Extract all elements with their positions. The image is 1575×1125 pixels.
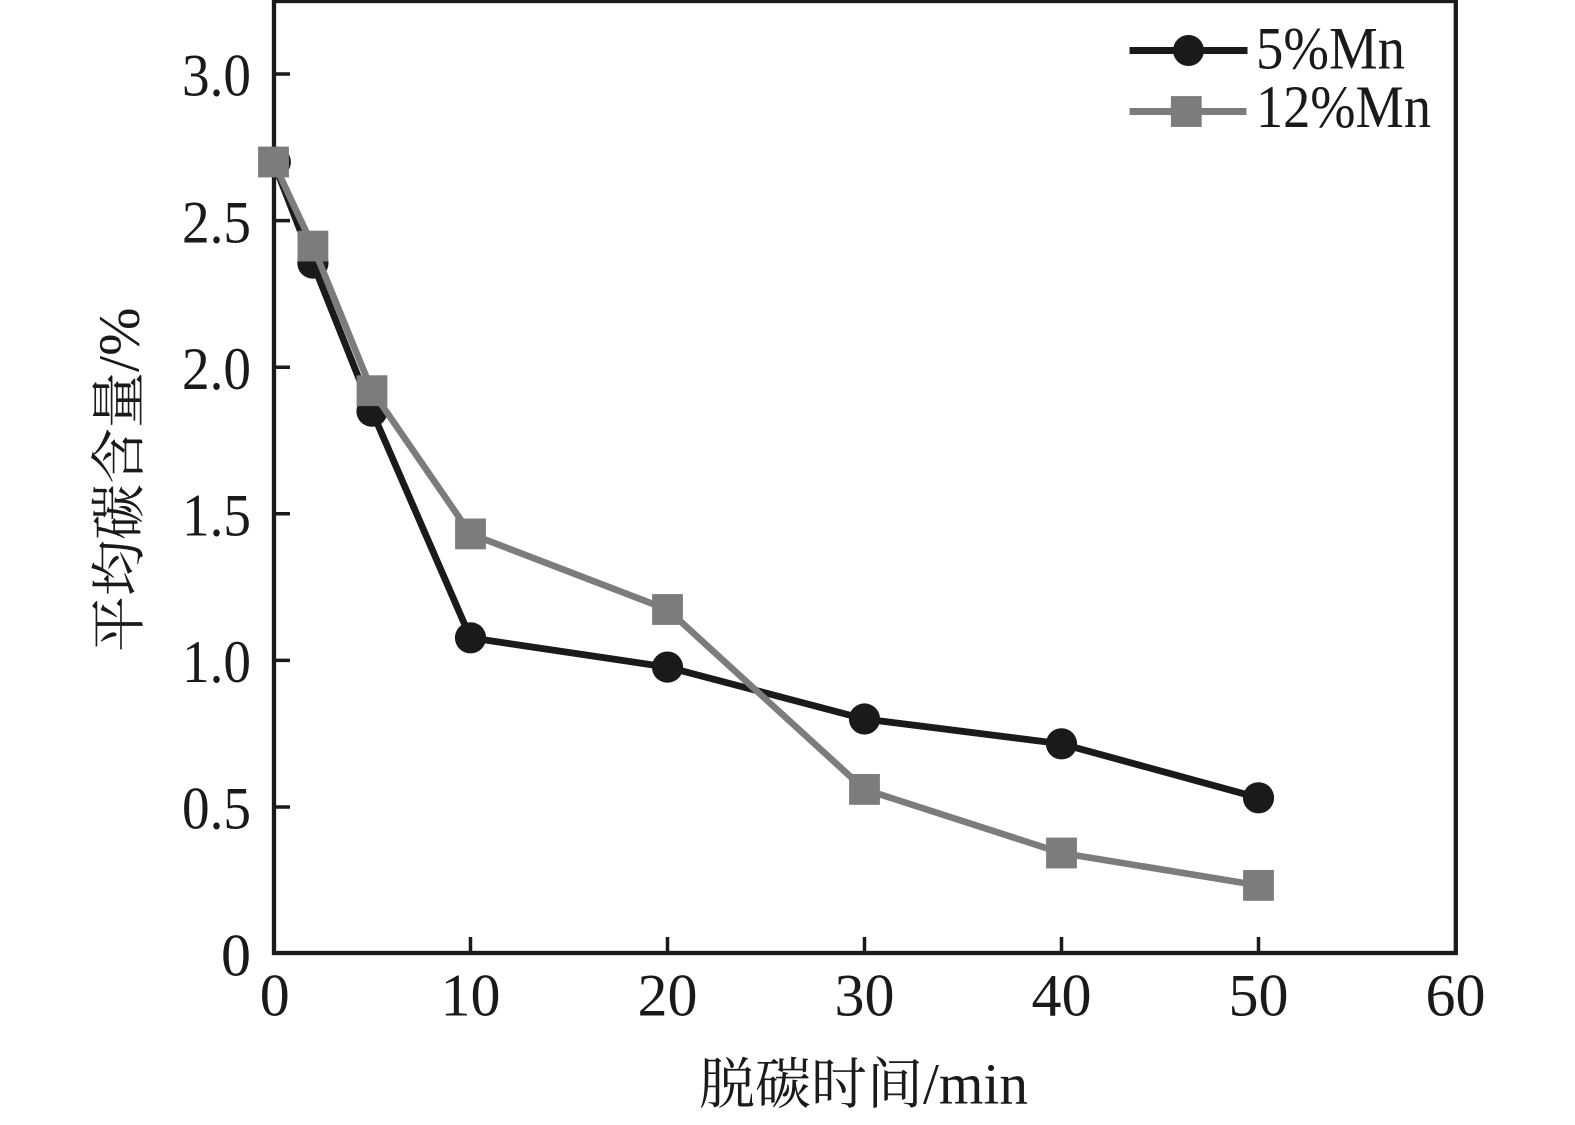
svg-text:40: 40	[1032, 963, 1092, 1029]
svg-text:12%Mn: 12%Mn	[1256, 74, 1431, 140]
svg-text:2.0: 2.0	[182, 336, 251, 402]
svg-text:3.0: 3.0	[182, 43, 251, 109]
svg-text:/min: /min	[923, 1052, 1028, 1117]
svg-text:5%Mn: 5%Mn	[1256, 16, 1405, 82]
svg-text:0.5: 0.5	[182, 776, 251, 842]
svg-text:30: 30	[835, 963, 895, 1029]
svg-text:60: 60	[1426, 963, 1486, 1029]
svg-text:/%: /%	[86, 308, 151, 372]
svg-text:0: 0	[260, 963, 290, 1029]
svg-text:1.5: 1.5	[182, 483, 251, 549]
svg-text:0: 0	[221, 922, 251, 988]
svg-text:50: 50	[1229, 963, 1289, 1029]
svg-text:10: 10	[441, 963, 501, 1029]
svg-text:1.0: 1.0	[182, 629, 251, 695]
svg-text:2.5: 2.5	[182, 189, 251, 255]
svg-text:20: 20	[638, 963, 698, 1029]
